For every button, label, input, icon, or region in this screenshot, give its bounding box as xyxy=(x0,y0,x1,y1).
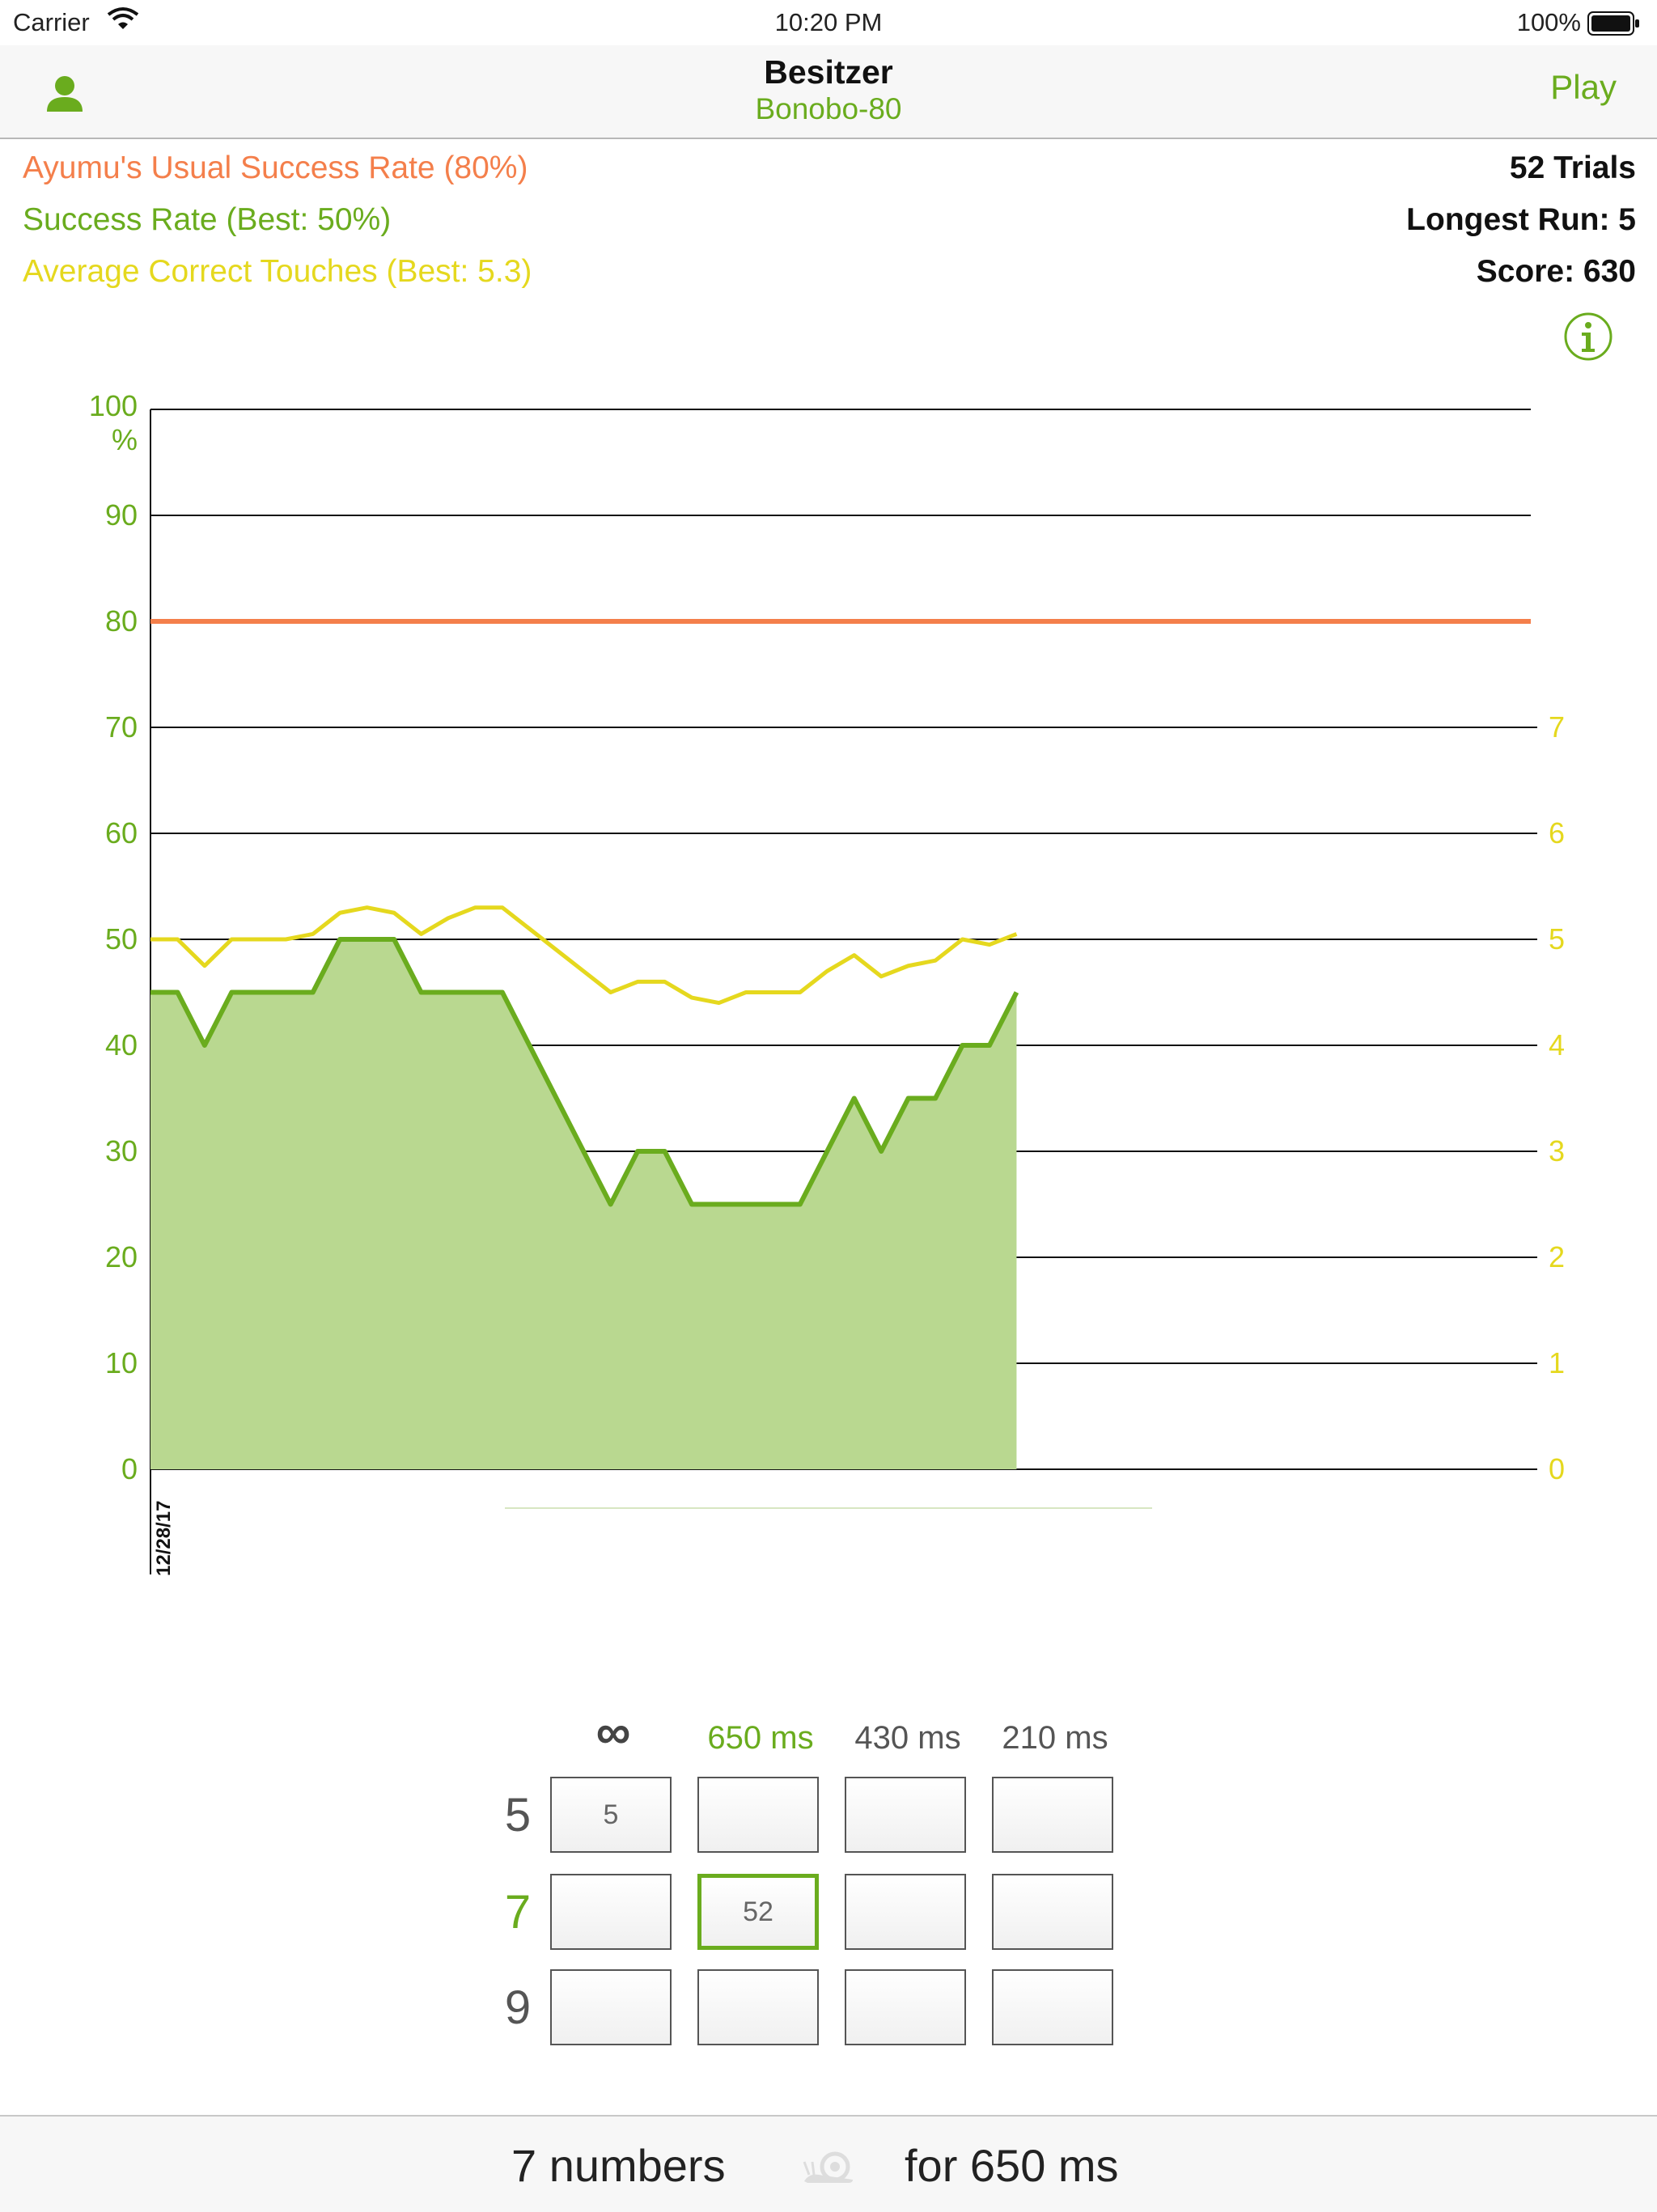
trials-count: 52 Trials xyxy=(1509,150,1636,185)
longest-run: Longest Run: 5 xyxy=(1406,202,1636,237)
right-tick-label-6: 6 xyxy=(1549,816,1565,850)
table-cell-7-infinity[interactable] xyxy=(550,1874,672,1950)
wifi-icon xyxy=(107,6,139,37)
left-tick-label-20: 20 xyxy=(105,1240,138,1273)
left-axis-unit: % xyxy=(112,423,138,456)
right-tick-label-1: 1 xyxy=(1549,1346,1565,1379)
success-rate-legend: Success Rate (Best: 50%) xyxy=(23,202,392,237)
progress-chart: 0 10 20 30 40 50 60 70 80 90 100% 0 1 2 3 4 5 6 7 12/28/17 xyxy=(89,389,1565,1576)
success-rate-line xyxy=(150,937,1019,1207)
table-cell-5-430[interactable] xyxy=(845,1777,966,1853)
left-tick-label-10: 10 xyxy=(105,1346,138,1379)
table-cell-9-infinity[interactable] xyxy=(550,1969,672,2045)
table-cell-9-430[interactable] xyxy=(845,1969,966,2045)
x-date-label: 12/28/17 xyxy=(153,1501,175,1576)
info-icon[interactable] xyxy=(1563,311,1613,362)
left-tick-label-40: 40 xyxy=(105,1028,138,1062)
left-tick-label-70: 70 xyxy=(105,710,138,744)
right-tick-label-7: 7 xyxy=(1549,710,1565,744)
table-cell-5-210[interactable] xyxy=(992,1777,1113,1853)
left-tick-label-90: 90 xyxy=(105,498,138,532)
status-bar: Carrier 10:20 PM 100% xyxy=(0,0,1657,45)
row-header-5: 5 xyxy=(504,1789,532,1841)
left-tick-label-60: 60 xyxy=(105,816,138,850)
table-cell-7-650-selected[interactable]: 52 xyxy=(697,1874,819,1950)
success-rate-area xyxy=(150,939,1017,1469)
page-subtitle: Bonobo-80 xyxy=(755,92,902,125)
row-header-7: 7 xyxy=(504,1886,532,1939)
clock: 10:20 PM xyxy=(774,8,883,36)
column-header-430: 430 ms xyxy=(854,1720,961,1756)
speed-label: for 650 ms xyxy=(905,2140,1119,2191)
person-icon[interactable] xyxy=(42,71,87,117)
battery-icon xyxy=(1587,11,1641,42)
avg-touches-line xyxy=(150,905,1018,1006)
battery-percent: 100% xyxy=(1516,8,1581,36)
table-cell-5-infinity[interactable]: 5 xyxy=(550,1777,672,1853)
left-tick-label-0: 0 xyxy=(121,1452,138,1485)
right-tick-label-0: 0 xyxy=(1549,1452,1565,1485)
table-cell-7-210[interactable] xyxy=(992,1874,1113,1950)
left-tick-label-30: 30 xyxy=(105,1134,138,1167)
snail-icon xyxy=(801,2149,858,2189)
table-cell-9-650[interactable] xyxy=(697,1969,819,2045)
page-title: Besitzer xyxy=(764,53,893,91)
right-tick-label-3: 3 xyxy=(1549,1134,1565,1167)
navigation-bar: Besitzer Bonobo-80 Play xyxy=(0,45,1657,139)
table-cell-5-650[interactable] xyxy=(697,1777,819,1853)
table-cell-9-210[interactable] xyxy=(992,1969,1113,2045)
infinity-column-header: ∞ xyxy=(595,1705,631,1759)
table-cell-7-430[interactable] xyxy=(845,1874,966,1950)
score: Score: 630 xyxy=(1476,254,1636,289)
column-header-210: 210 ms xyxy=(1002,1720,1108,1756)
avg-touches-legend: Average Correct Touches (Best: 5.3) xyxy=(23,254,532,289)
usual-success-rate-legend: Ayumu's Usual Success Rate (80%) xyxy=(23,150,528,185)
right-tick-label-2: 2 xyxy=(1549,1240,1565,1273)
right-tick-label-4: 4 xyxy=(1549,1028,1565,1062)
column-header-650: 650 ms xyxy=(707,1720,814,1756)
play-button[interactable]: Play xyxy=(1550,68,1617,106)
footer-bar: 7 numbers for 650 ms xyxy=(0,2115,1657,2212)
left-tick-label-50: 50 xyxy=(105,922,138,956)
left-tick-label-100: 100 xyxy=(89,389,138,422)
numbers-count-label: 7 numbers xyxy=(511,2140,726,2191)
right-tick-label-5: 5 xyxy=(1549,922,1565,956)
carrier-label: Carrier xyxy=(13,8,90,36)
row-header-9: 9 xyxy=(504,1981,532,2034)
left-tick-label-80: 80 xyxy=(105,604,138,638)
